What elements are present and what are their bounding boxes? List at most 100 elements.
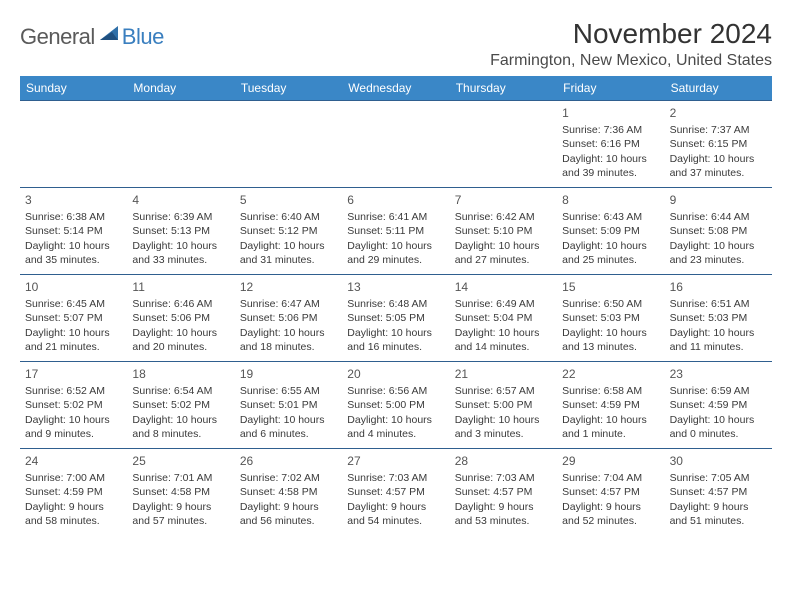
day-number: 6: [347, 192, 444, 208]
day-cell: 22 Sunrise: 6:58 AMSunset: 4:59 PMDayligh…: [557, 362, 664, 448]
weekday-header: Sunday: [20, 76, 127, 100]
sunset-text: Sunset: 5:02 PM: [25, 398, 122, 412]
daylight-text: Daylight: 10 hours and 11 minutes.: [670, 326, 767, 354]
weekday-header: Thursday: [450, 76, 557, 100]
sunset-text: Sunset: 4:57 PM: [347, 485, 444, 499]
weekday-header: Monday: [127, 76, 234, 100]
week-row: 1 Sunrise: 7:36 AMSunset: 6:16 PMDaylight…: [20, 100, 772, 187]
sunrise-text: Sunrise: 7:36 AM: [562, 123, 659, 137]
day-cell: 27Sunrise: 7:03 AMSunset: 4:57 PMDayligh…: [342, 449, 449, 535]
sunset-text: Sunset: 4:59 PM: [562, 398, 659, 412]
day-cell: 14Sunrise: 6:49 AMSunset: 5:04 PMDayligh…: [450, 275, 557, 361]
sunset-text: Sunset: 5:12 PM: [240, 224, 337, 238]
sunset-text: Sunset: 5:03 PM: [562, 311, 659, 325]
day-cell: 7Sunrise: 6:42 AMSunset: 5:10 PMDaylight…: [450, 188, 557, 274]
sunrise-text: Sunrise: 6:52 AM: [25, 384, 122, 398]
sunrise-text: Sunrise: 7:04 AM: [562, 471, 659, 485]
sunrise-text: Sunrise: 7:02 AM: [240, 471, 337, 485]
weekday-header: Saturday: [665, 76, 772, 100]
day-cell: 12Sunrise: 6:47 AMSunset: 5:06 PMDayligh…: [235, 275, 342, 361]
sunset-text: Sunset: 5:04 PM: [455, 311, 552, 325]
daylight-text: Daylight: 9 hours and 53 minutes.: [455, 500, 552, 528]
sunrise-text: Sunrise: 6:43 AM: [562, 210, 659, 224]
daylight-text: Daylight: 10 hours and 0 minutes.: [670, 413, 767, 441]
daylight-text: Daylight: 10 hours and 27 minutes.: [455, 239, 552, 267]
sunset-text: Sunset: 5:07 PM: [25, 311, 122, 325]
day-cell-empty: [450, 101, 557, 187]
logo: General Blue: [20, 18, 164, 50]
day-number: 24: [25, 453, 122, 469]
sunrise-text: Sunrise: 6:40 AM: [240, 210, 337, 224]
daylight-text: Daylight: 9 hours and 57 minutes.: [132, 500, 229, 528]
daylight-text: Daylight: 10 hours and 20 minutes.: [132, 326, 229, 354]
day-number: 2: [670, 105, 767, 121]
sunrise-text: Sunrise: 6:39 AM: [132, 210, 229, 224]
daylight-text: Daylight: 10 hours and 29 minutes.: [347, 239, 444, 267]
week-row: 17Sunrise: 6:52 AMSunset: 5:02 PMDayligh…: [20, 361, 772, 448]
sunset-text: Sunset: 4:58 PM: [132, 485, 229, 499]
daylight-text: Daylight: 10 hours and 16 minutes.: [347, 326, 444, 354]
day-number: 30: [670, 453, 767, 469]
day-cell: 10Sunrise: 6:45 AMSunset: 5:07 PMDayligh…: [20, 275, 127, 361]
sunset-text: Sunset: 5:00 PM: [455, 398, 552, 412]
day-cell: 8Sunrise: 6:43 AMSunset: 5:09 PMDaylight…: [557, 188, 664, 274]
day-number: 26: [240, 453, 337, 469]
day-number: 1: [562, 105, 659, 121]
logo-sail-icon: [98, 24, 120, 42]
sunset-text: Sunset: 6:16 PM: [562, 137, 659, 151]
daylight-text: Daylight: 10 hours and 6 minutes.: [240, 413, 337, 441]
header: General Blue November 2024 Farmington, N…: [20, 18, 772, 70]
day-number: 8: [562, 192, 659, 208]
day-cell: 15Sunrise: 6:50 AMSunset: 5:03 PMDayligh…: [557, 275, 664, 361]
day-cell: 20Sunrise: 6:56 AMSunset: 5:00 PMDayligh…: [342, 362, 449, 448]
day-cell: 13Sunrise: 6:48 AMSunset: 5:05 PMDayligh…: [342, 275, 449, 361]
daylight-text: Daylight: 10 hours and 23 minutes.: [670, 239, 767, 267]
daylight-text: Daylight: 10 hours and 18 minutes.: [240, 326, 337, 354]
sunrise-text: Sunrise: 6:42 AM: [455, 210, 552, 224]
sunrise-text: Sunrise: 6:38 AM: [25, 210, 122, 224]
sunset-text: Sunset: 4:59 PM: [670, 398, 767, 412]
day-cell: 11Sunrise: 6:46 AMSunset: 5:06 PMDayligh…: [127, 275, 234, 361]
daylight-text: Daylight: 10 hours and 25 minutes.: [562, 239, 659, 267]
day-number: 25: [132, 453, 229, 469]
day-number: 3: [25, 192, 122, 208]
daylight-text: Daylight: 10 hours and 1 minute.: [562, 413, 659, 441]
sunrise-text: Sunrise: 6:48 AM: [347, 297, 444, 311]
month-title: November 2024: [490, 18, 772, 50]
day-number: 23: [670, 366, 767, 382]
day-cell: 2Sunrise: 7:37 AMSunset: 6:15 PMDaylight…: [665, 101, 772, 187]
daylight-text: Daylight: 9 hours and 51 minutes.: [670, 500, 767, 528]
day-cell: 16Sunrise: 6:51 AMSunset: 5:03 PMDayligh…: [665, 275, 772, 361]
sunset-text: Sunset: 4:58 PM: [240, 485, 337, 499]
sunset-text: Sunset: 5:11 PM: [347, 224, 444, 238]
day-cell: 3Sunrise: 6:38 AMSunset: 5:14 PMDaylight…: [20, 188, 127, 274]
day-cell-empty: [20, 101, 127, 187]
day-number: 29: [562, 453, 659, 469]
sunrise-text: Sunrise: 6:55 AM: [240, 384, 337, 398]
daylight-text: Daylight: 10 hours and 39 minutes.: [562, 152, 659, 180]
sunrise-text: Sunrise: 6:41 AM: [347, 210, 444, 224]
logo-text-general: General: [20, 24, 95, 50]
day-number: 22: [562, 366, 659, 382]
day-cell: 26 Sunrise: 7:02 AMSunset: 4:58 PMDayligh…: [235, 449, 342, 535]
daylight-text: Daylight: 10 hours and 3 minutes.: [455, 413, 552, 441]
daylight-text: Daylight: 10 hours and 21 minutes.: [25, 326, 122, 354]
sunrise-text: Sunrise: 7:03 AM: [455, 471, 552, 485]
day-cell: 21Sunrise: 6:57 AMSunset: 5:00 PMDayligh…: [450, 362, 557, 448]
daylight-text: Daylight: 10 hours and 9 minutes.: [25, 413, 122, 441]
day-number: 28: [455, 453, 552, 469]
sunrise-text: Sunrise: 7:05 AM: [670, 471, 767, 485]
title-block: November 2024 Farmington, New Mexico, Un…: [490, 18, 772, 70]
sunset-text: Sunset: 5:00 PM: [347, 398, 444, 412]
sunrise-text: Sunrise: 6:58 AM: [562, 384, 659, 398]
daylight-text: Daylight: 9 hours and 56 minutes.: [240, 500, 337, 528]
sunset-text: Sunset: 5:06 PM: [240, 311, 337, 325]
sunrise-text: Sunrise: 6:50 AM: [562, 297, 659, 311]
day-cell-empty: [342, 101, 449, 187]
week-row: 10Sunrise: 6:45 AMSunset: 5:07 PMDayligh…: [20, 274, 772, 361]
sunset-text: Sunset: 6:15 PM: [670, 137, 767, 151]
day-cell-empty: [127, 101, 234, 187]
sunrise-text: Sunrise: 6:59 AM: [670, 384, 767, 398]
sunrise-text: Sunrise: 6:46 AM: [132, 297, 229, 311]
day-cell: 5Sunrise: 6:40 AMSunset: 5:12 PMDaylight…: [235, 188, 342, 274]
